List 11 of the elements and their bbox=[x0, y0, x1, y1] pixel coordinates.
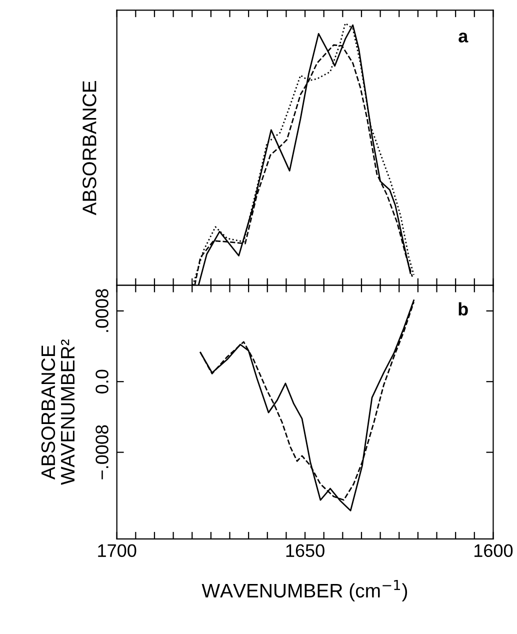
x-tick-label: 1600 bbox=[474, 544, 513, 558]
y-axis-title: ABSORBANCE WAVENUMBER² bbox=[41, 340, 75, 485]
annotation: b bbox=[458, 302, 468, 316]
x-tick-label: 1650 bbox=[286, 544, 324, 558]
y-tick-label: −.0008 bbox=[96, 425, 108, 480]
y-tick-label: .0008 bbox=[96, 289, 108, 332]
y-tick-label: 0.0 bbox=[96, 370, 108, 394]
x-tick-label: 1700 bbox=[98, 544, 136, 558]
x-axis-title: WAVENUMBER (cm$^{−1}$) bbox=[202, 580, 408, 602]
annotation: a bbox=[458, 32, 468, 43]
y-axis-title: ABSORBANCE bbox=[82, 81, 96, 216]
